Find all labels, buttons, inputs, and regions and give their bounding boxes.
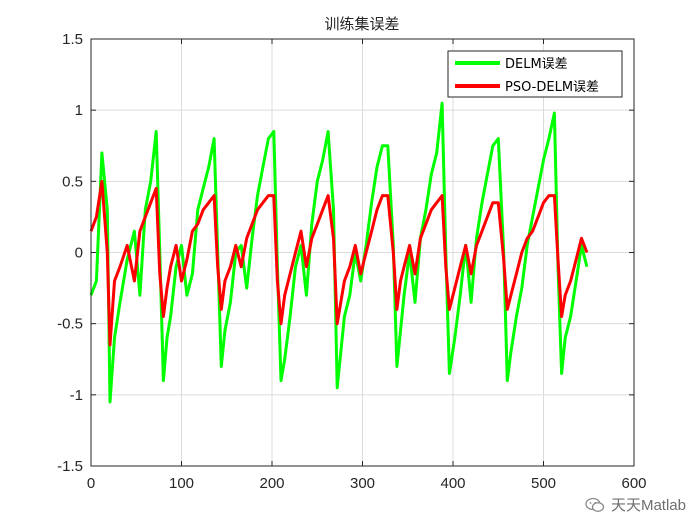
legend-label-pso-delm: PSO-DELM误差 — [505, 80, 599, 95]
series-layer — [89, 101, 589, 404]
y-tick-label: 1 — [75, 102, 83, 119]
series-line-pso-delm — [89, 179, 589, 347]
watermark: 天天Matlab — [585, 494, 686, 515]
x-tick-label: 300 — [350, 475, 375, 492]
x-tick-label: 500 — [531, 475, 556, 492]
axis-ticks: 0 100 200 300 400 500 600 -1.5 -1 -0.5 0 0.5 1 1.5 — [57, 31, 646, 492]
legend-label-delm: DELM误差 — [505, 57, 568, 72]
y-tick-label: 0.5 — [62, 173, 83, 190]
y-tick-label: 0 — [75, 245, 83, 262]
x-tick-label: 100 — [169, 475, 194, 492]
legend-box — [447, 50, 623, 98]
wechat-icon — [585, 497, 605, 512]
y-tick-label: -1 — [70, 387, 83, 404]
x-tick-label: 600 — [621, 475, 646, 492]
x-tick-label: 400 — [440, 475, 465, 492]
chart-title: 训练集误差 — [324, 15, 399, 33]
series-line-delm — [89, 101, 589, 404]
y-tick-label: -1.5 — [57, 458, 83, 475]
y-tick-label: 1.5 — [62, 31, 83, 48]
watermark-text: 天天Matlab — [610, 497, 686, 514]
x-tick-label: 200 — [259, 475, 284, 492]
x-tick-label: 0 — [87, 475, 95, 492]
y-tick-label: -0.5 — [57, 316, 83, 333]
legend: DELM误差 PSO-DELM误差 — [447, 50, 623, 98]
